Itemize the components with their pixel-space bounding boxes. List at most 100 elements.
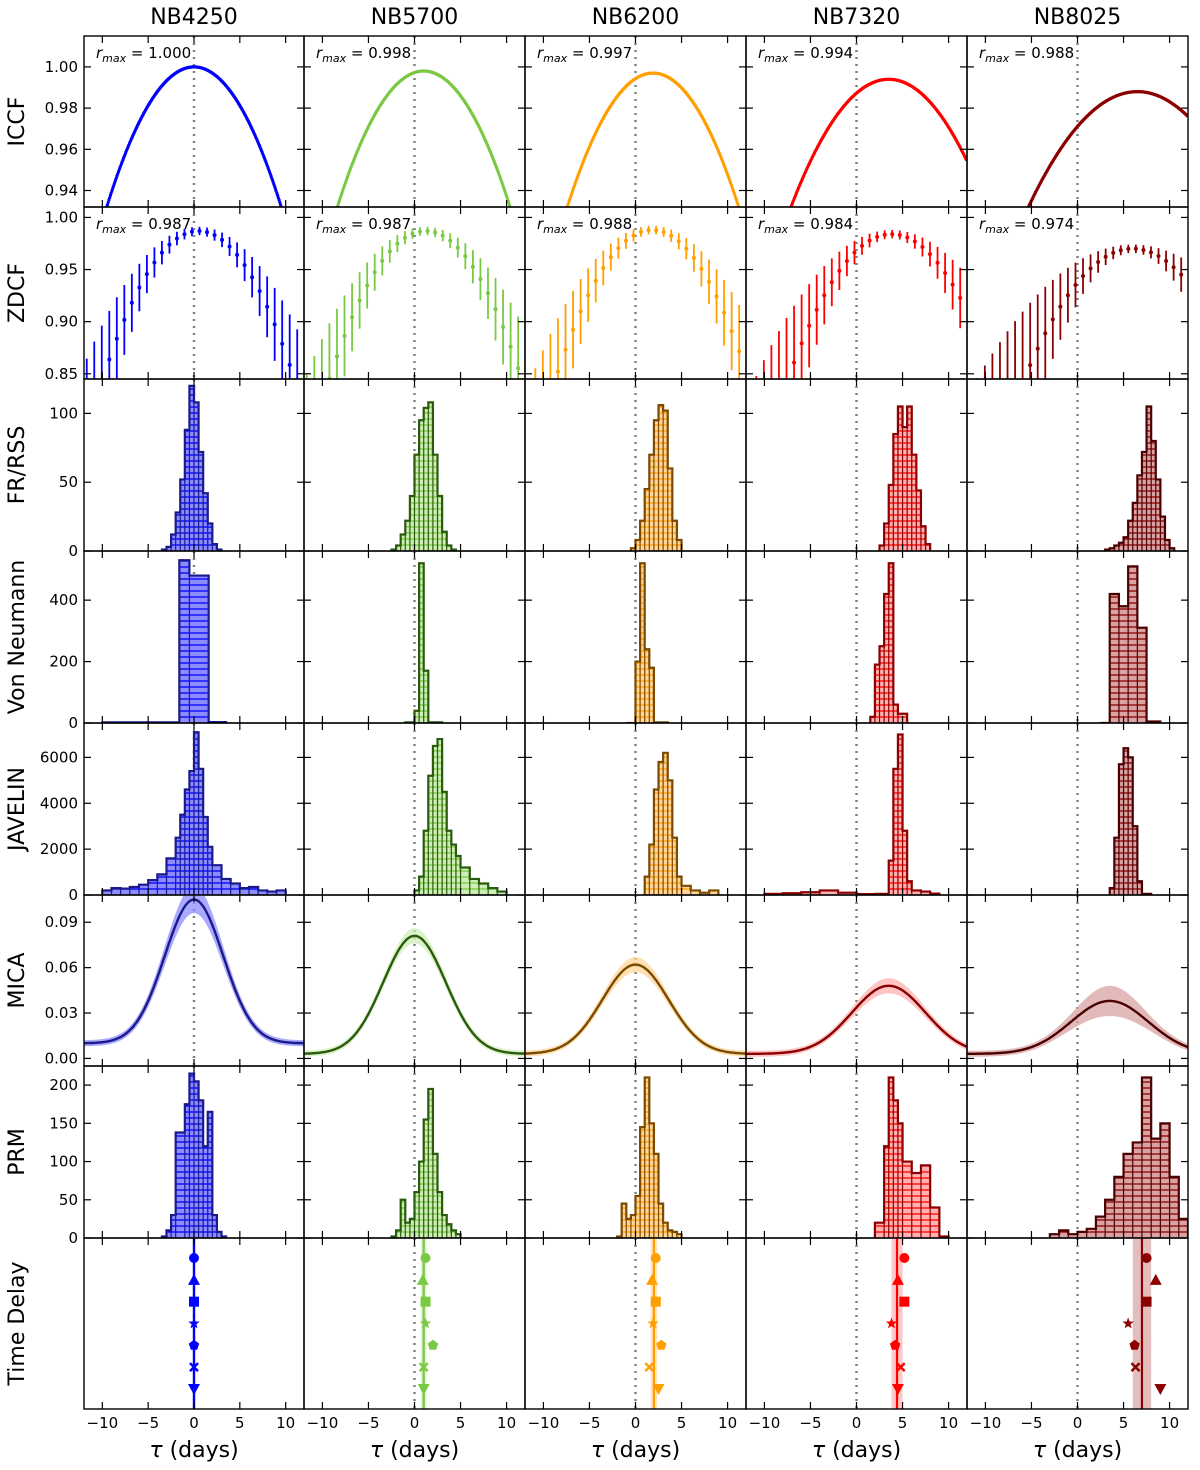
iccf-point [1006,254,1009,257]
zdcf-point [122,317,127,322]
panel-iccf-nb8025: rmax = 0.988 [966,35,1189,363]
zdcf-point [357,298,362,303]
iccf-point [332,218,335,221]
y-tick-label: 0.03 [45,1004,78,1022]
hist-bar [423,830,429,895]
iccf-point [287,230,290,233]
iccf-point [300,276,303,279]
hist-bar [414,890,420,895]
hist-bar [644,1077,650,1238]
iccf-point [974,344,977,347]
zdcf-point [1073,282,1078,287]
zdcf-point [541,419,545,423]
iccf-point [547,270,550,273]
y-tick-label: 100 [49,404,78,422]
iccf-point [551,256,554,259]
iccf-point [770,260,773,263]
zdcf-point [912,239,917,244]
hist-bar [672,1231,677,1238]
iccf-point [555,241,558,244]
hist-bar [198,1100,204,1238]
panel-zdcf-nb4250: rmax = 0.987 0.85 0.90 0.95 1.00 [45,206,305,390]
iccf-point [325,240,328,243]
zdcf-point [463,254,468,259]
zdcf-point [676,239,681,244]
row-label-iccf: ICCF [5,97,30,147]
iccf-point [981,323,984,326]
hist-outline [413,737,508,895]
iccf-point [283,215,286,218]
iccf-point [1013,238,1016,241]
iccf-point [985,312,988,315]
hist-bar [1141,1077,1152,1238]
iccf-point [563,213,566,216]
hist-bar [630,548,636,551]
iccf-point [285,222,288,225]
iccf-point [1007,250,1010,253]
iccf-point [978,332,981,335]
zdcf-point [799,341,804,346]
panel-fr-rss-nb6200 [524,378,747,552]
iccf-point [512,218,515,221]
y-tick-label: 200 [49,653,78,671]
iccf-point [516,230,519,233]
hist-bar [930,1207,940,1238]
hist-bar [221,878,231,895]
iccf-point [773,251,776,254]
iccf-point [969,360,972,363]
hist-bar [423,1119,429,1238]
hist-outline [615,1076,683,1238]
iccf-point [1012,239,1015,242]
hist-outline [390,401,458,551]
iccf-point [96,238,99,241]
y-tick-label: 0 [68,886,78,904]
panel-javelin-nb4250: 0 2000 4000 6000 [40,722,305,904]
hist-bar [419,563,424,723]
hist-bar [139,884,149,895]
row-label-fr-rss: FR/RSS [5,426,30,505]
y-tick-label: 400 [49,591,78,609]
iccf-point [788,209,791,212]
hist-bar [460,867,470,895]
zdcf-point [654,228,659,233]
zdcf-point [548,393,552,397]
r-max-label: rmax = 0.974 [979,215,1074,236]
iccf-point [309,302,312,305]
hist-bar [194,732,199,895]
iccf-point [974,346,977,349]
zdcf-point [1013,400,1017,404]
iccf-point [528,350,531,353]
iccf-point [554,243,557,246]
hist-bar [437,1192,443,1238]
zdcf-point [882,232,887,237]
iccf-point [990,297,993,300]
y-tick-label: 0.98 [45,99,78,117]
hist-bar [1123,537,1129,551]
hist-bar [175,837,181,895]
iccf-point [89,262,92,265]
zdcf-point [235,252,240,257]
zdcf-point [1081,274,1086,279]
hist-bar [102,890,112,895]
mica-uncertainty-band [967,985,1188,1057]
iccf-point [85,276,88,279]
iccf-point [311,296,314,299]
zdcf-point [747,508,751,512]
hist-bar [640,563,645,723]
zdcf-point [998,442,1002,446]
hist-bar [874,1222,885,1238]
hist-bar [672,837,677,895]
hist-bar [179,560,190,723]
hist-bar [920,891,931,895]
iccf-point [548,267,551,270]
zdcf-point [295,386,299,390]
iccf-point [552,251,555,254]
zdcf-point [250,275,255,280]
zdcf-point [448,238,453,243]
iccf-point [543,287,546,290]
zdcf-point [684,246,689,251]
iccf-point [298,270,301,273]
iccf-point [982,319,985,322]
hist-bar [667,468,673,551]
iccf-point [979,330,982,333]
